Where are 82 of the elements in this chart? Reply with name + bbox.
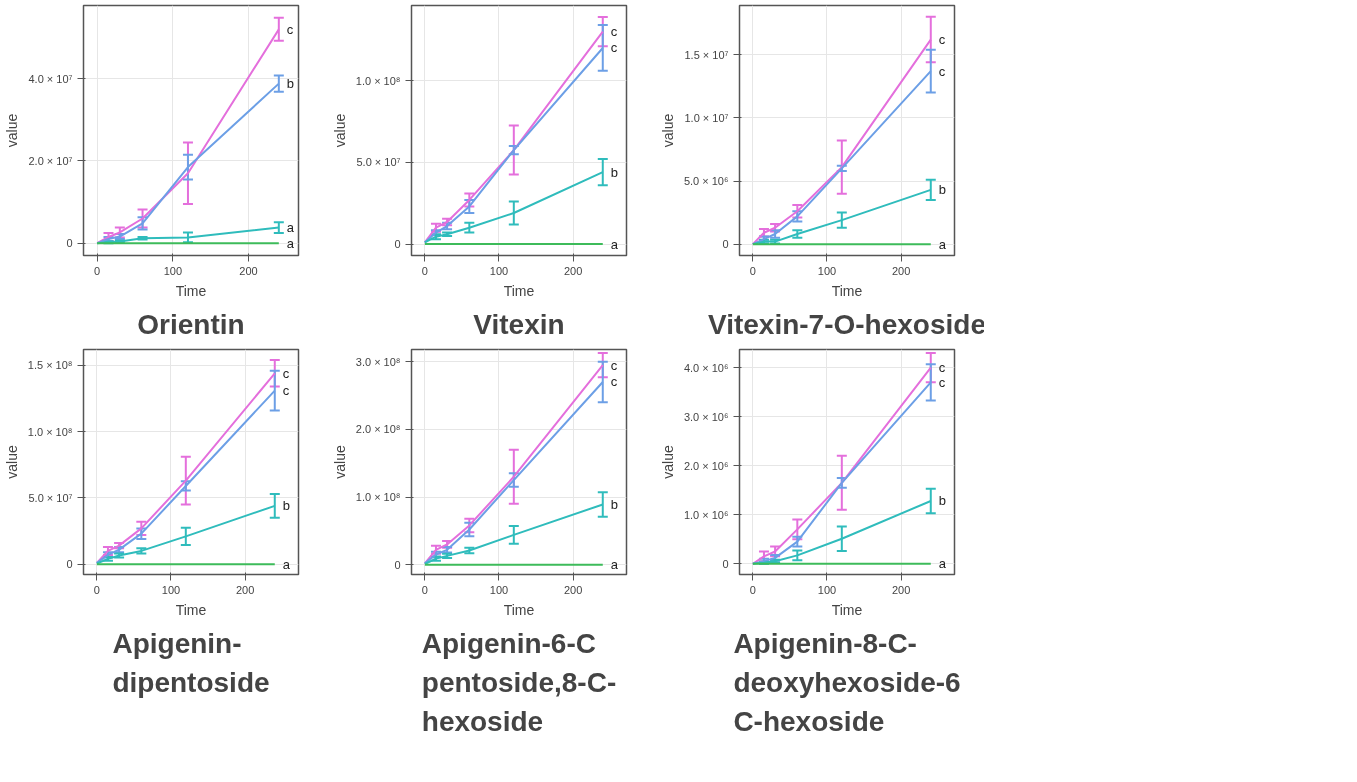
text: Orientin [137, 308, 245, 340]
y-tick-label: 3.0 × 10⁶ [683, 410, 729, 423]
y-axis-title: value [659, 445, 676, 479]
annotation: c [282, 383, 290, 399]
x-tick-label: 100 [489, 583, 509, 596]
annotation: a [938, 556, 947, 572]
y-tick-label: 0 [722, 557, 729, 570]
y-tick-label: 2.0 × 10⁶ [683, 459, 729, 472]
text: Apigenin- dipentoside [112, 627, 270, 698]
annotation: b [610, 164, 619, 180]
annotation: b [938, 493, 947, 509]
annotation: c [610, 374, 618, 390]
x-axis-title: Time [175, 601, 207, 618]
y-axis-title: value [4, 113, 21, 148]
y-tick-label: 4.0 × 10⁷ [28, 72, 73, 85]
annotation: c [938, 63, 946, 79]
x-tick-label: 100 [817, 264, 837, 277]
x-tick-label: 0 [93, 583, 100, 596]
annotation: c [610, 24, 618, 40]
y-tick-label: 0 [66, 558, 73, 571]
annotation: b [938, 182, 947, 198]
y-tick-label: 5.0 × 10⁷ [356, 156, 401, 169]
y-tick-label: 1.0 × 10⁸ [355, 491, 401, 504]
annotation: b [286, 76, 295, 92]
annotation: c [610, 40, 618, 56]
annotation: c [938, 360, 946, 376]
x-tick-label: 0 [421, 264, 428, 277]
y-tick-label: 1.0 × 10⁷ [684, 111, 729, 124]
y-tick-label: 1.0 × 10⁶ [683, 508, 729, 521]
x-axis-title: Time [503, 601, 535, 618]
x-tick-label: 200 [563, 583, 583, 596]
x-tick-label: 200 [891, 583, 911, 596]
annotation: a [286, 220, 295, 236]
x-tick-label: 200 [235, 583, 255, 596]
y-tick-label: 2.0 × 10⁷ [28, 154, 73, 167]
annotation: c [610, 357, 618, 373]
annotation: c [282, 365, 290, 381]
y-tick-label: 1.0 × 10⁸ [27, 425, 73, 438]
y-tick-label: 1.5 × 10⁷ [684, 48, 729, 61]
x-tick-label: 0 [749, 583, 756, 596]
annotation: a [610, 236, 619, 252]
y-tick-label: 0 [394, 558, 401, 571]
x-tick-label: 200 [891, 264, 911, 277]
x-axis-title: Time [503, 282, 535, 299]
y-tick-label: 5.0 × 10⁶ [683, 175, 729, 188]
annotation: b [610, 496, 619, 512]
y-tick-label: 2.0 × 10⁸ [355, 423, 401, 436]
x-tick-label: 0 [94, 264, 101, 277]
y-tick-label: 5.0 × 10⁷ [28, 491, 73, 504]
y-axis-title: value [3, 445, 20, 479]
x-tick-label: 100 [817, 583, 837, 596]
annotation: c [938, 32, 946, 48]
annotation: a [938, 236, 947, 252]
y-tick-label: 1.0 × 10⁸ [355, 74, 401, 87]
y-axis-title: value [331, 445, 348, 479]
annotation: a [282, 556, 291, 572]
x-tick-label: 200 [563, 264, 583, 277]
annotation: a [610, 557, 619, 573]
annotation: c [286, 21, 294, 37]
x-tick-label: 200 [239, 264, 258, 277]
y-tick-label: 3.0 × 10⁸ [355, 355, 401, 368]
y-tick-label: 0 [394, 238, 401, 251]
y-tick-label: 0 [66, 237, 73, 250]
x-tick-label: 100 [161, 583, 181, 596]
x-axis-title: Time [831, 282, 863, 299]
x-tick-label: 100 [163, 264, 183, 277]
y-axis-title: value [331, 113, 348, 148]
annotation: b [282, 498, 291, 514]
y-tick-label: 4.0 × 10⁶ [683, 361, 729, 374]
annotation: a [286, 235, 295, 251]
y-axis-title: value [659, 113, 676, 148]
y-tick-label: 1.5 × 10⁸ [27, 359, 73, 372]
x-tick-label: 100 [489, 264, 509, 277]
annotation: c [938, 374, 946, 390]
text: Vitexin [473, 308, 565, 340]
x-axis-title: Time [175, 282, 207, 299]
text: Apigenin-8-C- deoxyhexoside-6 C-hexoside [733, 628, 961, 737]
x-tick-label: 0 [421, 583, 428, 596]
x-axis-title: Time [831, 601, 863, 618]
x-tick-label: 0 [749, 264, 756, 277]
text: Apigenin-6-C pentoside,8-C- hexoside [421, 628, 617, 737]
y-tick-label: 0 [722, 238, 729, 251]
